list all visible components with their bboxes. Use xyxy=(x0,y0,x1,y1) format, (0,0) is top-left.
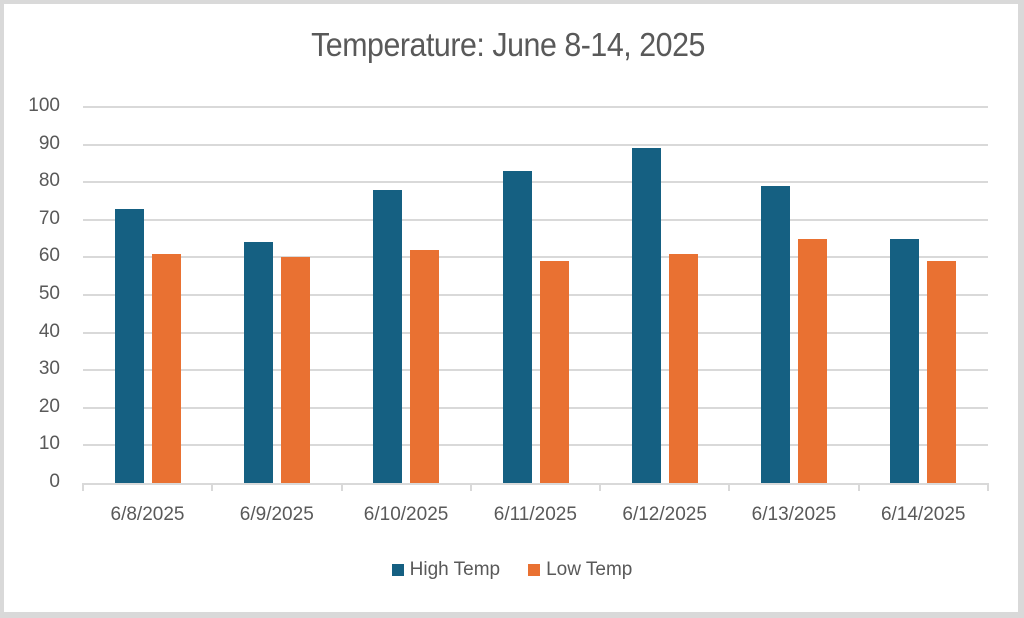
x-tick-label: 6/14/2025 xyxy=(880,504,966,525)
y-tick-label: 70 xyxy=(38,207,60,229)
x-tick-mark xyxy=(987,483,989,491)
x-tick-label: 6/9/2025 xyxy=(239,504,314,525)
y-tick-label: 100 xyxy=(28,95,60,116)
bar-low-temp xyxy=(927,261,957,483)
gridline xyxy=(83,444,988,447)
gridline xyxy=(83,218,988,221)
x-tick-label: 6/11/2025 xyxy=(493,504,577,525)
legend: High Temp Low Temp xyxy=(0,559,1024,581)
bar-low-temp xyxy=(539,261,569,483)
x-axis xyxy=(83,483,988,485)
bar-high-temp xyxy=(631,148,661,483)
legend-item: High Temp xyxy=(391,559,501,581)
x-tick-mark xyxy=(857,483,860,491)
y-tick-label: 90 xyxy=(38,132,60,154)
y-tick-label: 30 xyxy=(38,358,60,380)
bar-high-temp xyxy=(890,238,920,483)
bar-high-temp xyxy=(373,189,403,483)
x-tick-mark xyxy=(82,483,84,491)
legend-swatch-icon xyxy=(528,564,541,576)
gridline xyxy=(83,181,988,184)
gridline xyxy=(83,406,988,409)
bar-low-temp xyxy=(280,257,310,483)
y-tick-label: 0 xyxy=(49,471,60,492)
bar-low-temp xyxy=(798,238,828,483)
y-tick-label: 80 xyxy=(38,170,60,192)
x-tick-mark xyxy=(340,483,343,491)
x-tick-mark xyxy=(469,483,472,491)
bar-high-temp xyxy=(502,170,532,483)
x-tick-label: 6/13/2025 xyxy=(751,504,837,525)
gridline xyxy=(83,331,988,334)
bar-low-temp xyxy=(410,249,440,483)
x-tick-mark xyxy=(728,483,731,491)
y-tick-label: 40 xyxy=(38,320,60,342)
gridline xyxy=(83,369,988,372)
bar-low-temp xyxy=(151,253,181,483)
x-tick-mark xyxy=(211,483,214,491)
legend-item: Low Temp xyxy=(528,559,632,581)
x-tick-label: 6/12/2025 xyxy=(622,504,707,525)
gridline xyxy=(83,106,988,108)
y-tick-label: 20 xyxy=(38,395,60,417)
gridline xyxy=(83,143,988,146)
gridline xyxy=(83,294,988,296)
legend-label: Low Temp xyxy=(546,559,633,580)
chart-title: Temperature: June 8-14, 2025 xyxy=(311,26,705,63)
bar-low-temp xyxy=(668,253,698,483)
bar-high-temp xyxy=(243,242,273,483)
bar-high-temp xyxy=(114,208,144,483)
x-tick-label: 6/8/2025 xyxy=(110,504,185,525)
legend-label: High Temp xyxy=(409,559,501,580)
legend-swatch-icon xyxy=(391,564,404,576)
bar-high-temp xyxy=(761,185,791,483)
gridline xyxy=(83,256,988,259)
x-tick-mark xyxy=(599,483,602,491)
y-tick-label: 60 xyxy=(38,245,60,267)
y-tick-label: 10 xyxy=(38,433,60,455)
x-tick-label: 6/10/2025 xyxy=(363,504,449,525)
y-tick-label: 50 xyxy=(38,283,60,304)
